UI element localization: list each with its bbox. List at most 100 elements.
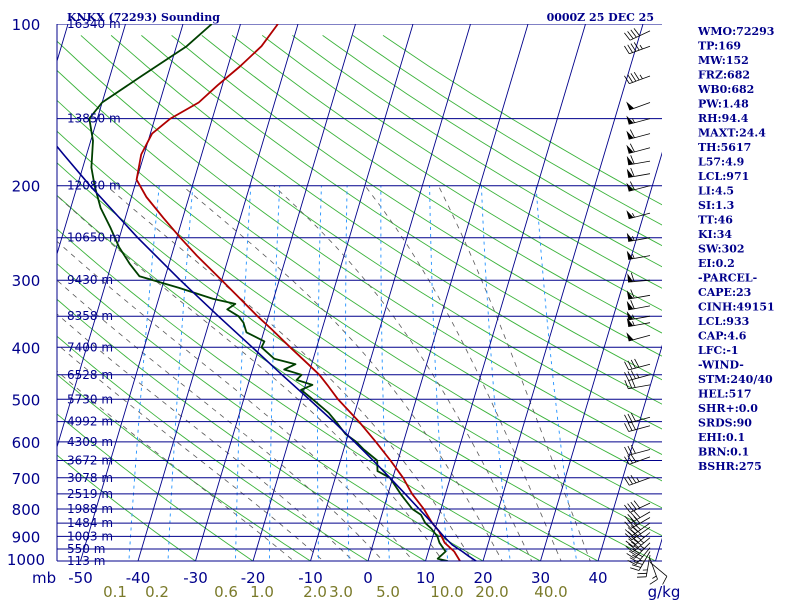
- wind-barb-feather: [633, 561, 643, 565]
- index-line: EHI:0.1: [698, 431, 745, 444]
- wind-barb: [624, 526, 651, 541]
- height-label: 9430 m: [67, 273, 113, 287]
- wind-barb-feather: [625, 545, 634, 553]
- isotherm-line: [482, 24, 644, 561]
- temperature-tick-label: 40: [588, 569, 607, 587]
- mixing-ratio-line: [128, 185, 160, 561]
- wind-barb-staff: [629, 456, 651, 465]
- index-line: WMO:72293: [697, 25, 774, 38]
- wind-barb-staff: [628, 416, 651, 424]
- wind-barb-half-feather: [632, 254, 635, 259]
- wind-barb: [626, 332, 651, 342]
- mixing-ratio-tick-label: 0.6: [214, 583, 238, 600]
- wind-barb: [626, 250, 651, 260]
- mixing-ratio-tick-label: 1.0: [250, 583, 274, 600]
- wind-barb-pennant: [626, 332, 634, 341]
- isotherm-line: [367, 24, 529, 561]
- wind-barb: [626, 129, 651, 140]
- mixing-ratio-tick-label: 0.2: [145, 583, 169, 600]
- wind-barb-feather: [633, 533, 642, 541]
- wind-barb-feather: [633, 42, 640, 51]
- height-label: 10650 m: [67, 231, 121, 245]
- wind-barb-feather: [627, 527, 636, 534]
- wind-barb-feather: [629, 129, 635, 138]
- wind-barb-feather: [630, 454, 637, 463]
- wind-barb-half-feather: [639, 559, 645, 562]
- wind-barb-feather: [624, 456, 630, 465]
- dry-adiabat-line: [80, 35, 662, 430]
- wind-barb-feather: [630, 445, 636, 454]
- wind-barb-staff: [628, 384, 651, 390]
- mixing-ratio-tick-label: 20.0: [475, 583, 508, 600]
- wind-barb-half-feather: [632, 236, 635, 241]
- wind-barb-feather: [630, 43, 637, 52]
- isotherm-line: [425, 24, 586, 561]
- index-line: SW:302: [698, 243, 745, 256]
- wind-barb-feather: [624, 515, 632, 524]
- moist-adiabat-line: [57, 370, 295, 561]
- mixing-ratio-line: [480, 185, 511, 561]
- wind-barb-feather: [628, 543, 637, 550]
- wind-barb-feather: [624, 533, 633, 541]
- wind-barb-feather: [633, 539, 642, 546]
- temperature-tick-label: -50: [68, 569, 93, 587]
- wind-barb-feather: [630, 567, 640, 571]
- pressure-tick-label: 900: [12, 528, 41, 546]
- wind-barb: [626, 181, 651, 192]
- wind-barb-staff: [628, 425, 651, 432]
- wind-barb-half-feather: [639, 44, 643, 50]
- index-line: RH:94.4: [698, 112, 749, 125]
- wind-barb-staff: [632, 537, 651, 553]
- wind-barb-staff: [645, 555, 651, 577]
- moist-adiabat-line: [273, 185, 533, 561]
- index-line: PW:1.48: [698, 98, 749, 111]
- wind-barb: [624, 370, 651, 381]
- wind-barb-half-feather: [636, 477, 640, 483]
- wind-barb-feather: [627, 360, 633, 370]
- wind-barb: [624, 454, 651, 465]
- wind-barb-feather: [624, 521, 632, 529]
- wind-barb-staff: [629, 30, 651, 41]
- dry-adiabat-line: [57, 228, 542, 561]
- index-line: LI:4.5: [698, 185, 734, 198]
- mixing-ratio-line: [429, 185, 449, 561]
- wind-barb: [624, 412, 651, 424]
- temperature-tick-label: -20: [241, 569, 266, 587]
- wind-barb-staff: [628, 255, 651, 260]
- wind-barb-feather: [630, 167, 635, 177]
- index-line: L57:4.9: [698, 156, 744, 169]
- index-line: -PARCEL-: [698, 272, 757, 285]
- wind-barb-feather: [633, 527, 641, 535]
- index-line: SI:1.3: [698, 199, 734, 212]
- wind-barb: [624, 474, 651, 486]
- wind-barb-feather: [624, 477, 630, 486]
- mixing-ratio-tick-label: 3.0: [329, 583, 353, 600]
- index-line: MAXT:24.4: [698, 127, 766, 140]
- temperature-tick-label: 10: [416, 569, 435, 587]
- height-label: 12080 m: [67, 179, 121, 193]
- index-line: LCL:933: [698, 315, 749, 328]
- wind-barb-pennant: [626, 168, 634, 178]
- wind-barb-feather: [630, 518, 638, 526]
- wind-barb-staff: [634, 542, 651, 559]
- wind-barb-feather: [624, 45, 630, 55]
- height-label: 13850 m: [67, 112, 121, 126]
- wind-barb-feather: [625, 540, 634, 547]
- dry-adiabat-line: [57, 373, 312, 561]
- index-line: TP:169: [698, 40, 741, 53]
- dry-adiabat-line: [57, 162, 657, 561]
- height-label: 1003 m: [67, 529, 113, 543]
- temperature-tick-label: -10: [298, 569, 323, 587]
- wind-barb-half-feather: [632, 213, 635, 218]
- wind-barb-half-feather: [652, 575, 657, 579]
- index-line: LFC:-1: [698, 344, 739, 357]
- wind-barb-feather: [631, 378, 636, 388]
- index-line: BSHR:275: [698, 460, 762, 473]
- index-line: FRZ:682: [698, 69, 750, 82]
- wind-barb-feather: [630, 501, 637, 510]
- wind-barb-pennant: [626, 115, 634, 125]
- index-line: KI:34: [698, 228, 732, 241]
- mixing-ratio-tick-label: 10.0: [430, 583, 463, 600]
- wind-barb-feather: [626, 553, 635, 559]
- index-line: TT:46: [698, 214, 733, 227]
